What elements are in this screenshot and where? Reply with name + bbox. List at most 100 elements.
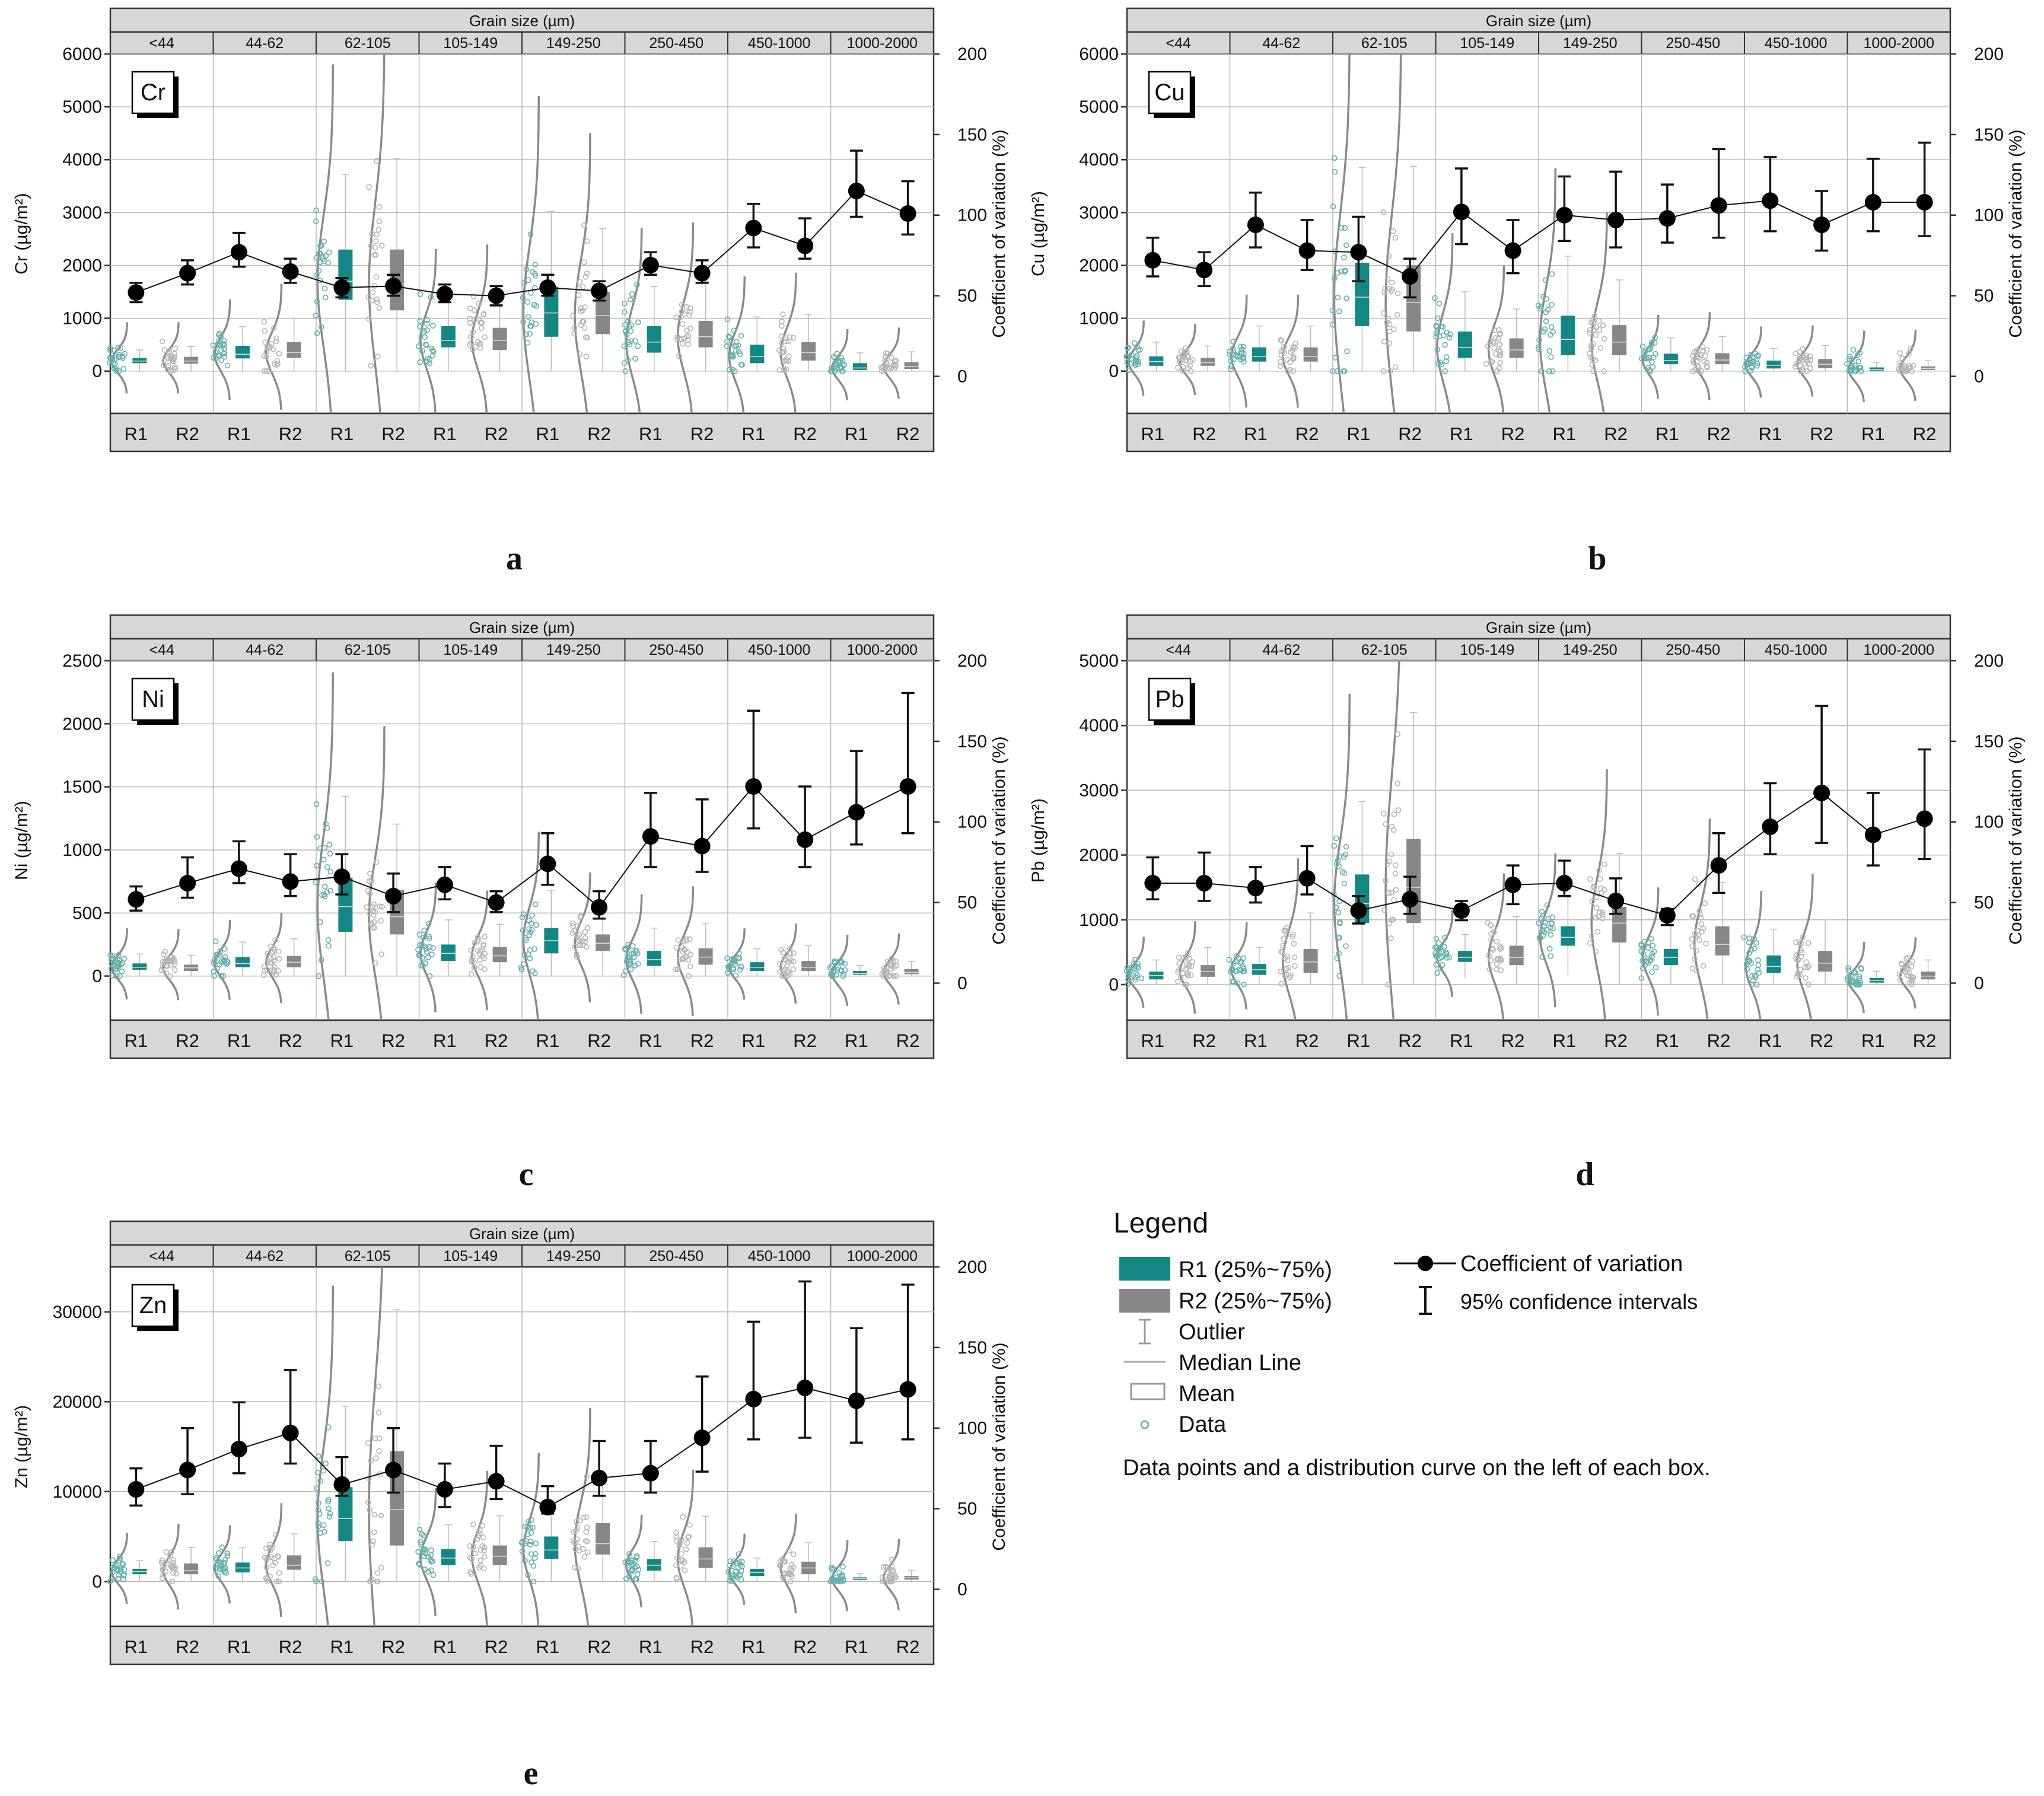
data-point	[167, 973, 173, 979]
data-point	[273, 1532, 279, 1538]
data-points	[468, 934, 488, 977]
data-point	[426, 935, 432, 941]
region-label-r1: R1	[227, 1030, 251, 1051]
data-point	[892, 358, 898, 365]
y2-tick-label: 0	[1974, 367, 1984, 386]
data-points	[1844, 965, 1864, 988]
data-point	[787, 1566, 793, 1572]
data-point	[518, 964, 524, 971]
data-point	[519, 1548, 526, 1555]
data-point	[1602, 887, 1607, 893]
data-point	[1432, 950, 1438, 956]
distribution-curve	[676, 222, 695, 414]
data-point	[634, 1571, 641, 1578]
data-point	[834, 351, 840, 357]
data-point	[468, 340, 475, 346]
data-point	[1280, 942, 1286, 949]
data-point	[213, 951, 219, 958]
data-point	[737, 967, 743, 973]
data-point	[1639, 957, 1645, 964]
distribution-curve	[1796, 873, 1814, 1021]
cv-point	[539, 1498, 556, 1515]
cv-point	[436, 1481, 453, 1498]
data-points	[158, 948, 178, 979]
data-point	[1804, 368, 1810, 374]
data-point	[1535, 344, 1542, 351]
data-point	[569, 920, 576, 926]
data-point	[160, 963, 166, 970]
data-point	[842, 960, 848, 967]
data-point	[424, 320, 430, 327]
legend-r2-swatch	[1119, 1289, 1170, 1313]
data-point	[1491, 929, 1497, 935]
data-point	[1639, 343, 1646, 349]
data-point	[530, 1524, 536, 1531]
data-point	[725, 1569, 731, 1575]
data-point	[1433, 953, 1439, 959]
y-tick-label: 1000	[62, 309, 102, 329]
data-point	[1432, 944, 1438, 951]
data-point	[580, 319, 585, 325]
data-point	[1230, 339, 1237, 345]
data-point	[584, 238, 590, 244]
data-point	[1443, 358, 1449, 364]
data-point	[581, 1554, 588, 1560]
data-point	[679, 321, 686, 327]
data-points	[312, 1424, 333, 1585]
data-point	[1852, 970, 1858, 976]
data-point	[374, 1570, 381, 1576]
r2-box	[801, 961, 816, 972]
data-point	[522, 1558, 528, 1564]
data-point	[526, 926, 532, 932]
data-point	[120, 1572, 127, 1579]
data-point	[162, 948, 168, 955]
data-point	[321, 891, 327, 897]
data-point	[889, 955, 895, 961]
data-point	[368, 1576, 375, 1582]
data-point	[366, 184, 372, 190]
data-point	[785, 338, 792, 345]
r1-box	[750, 962, 765, 972]
cv-point	[436, 285, 453, 302]
data-point	[108, 355, 114, 362]
data-point	[1645, 355, 1652, 361]
data-point	[1700, 344, 1706, 350]
data-point	[531, 302, 537, 308]
y-tick-label: 5000	[1079, 97, 1119, 117]
region-label-r1: R1	[1655, 1030, 1679, 1051]
data-point	[1175, 978, 1181, 985]
data-point	[673, 966, 679, 973]
data-point	[475, 934, 481, 941]
cv-point	[488, 894, 505, 911]
data-point	[471, 307, 477, 313]
data-point	[220, 973, 227, 979]
data-point	[1549, 368, 1556, 374]
distribution-curve	[1693, 818, 1711, 1021]
data-point	[1335, 294, 1341, 301]
data-point	[621, 360, 628, 366]
data-points	[1690, 344, 1710, 374]
y-axis-label: Zn (µg/m²)	[12, 1405, 31, 1489]
data-point	[779, 1574, 786, 1580]
cv-point	[282, 873, 299, 890]
data-point	[272, 1559, 278, 1566]
element-badge	[131, 1284, 175, 1327]
y-tick-label: 0	[92, 362, 102, 381]
data-point	[371, 919, 377, 925]
data-point	[1126, 367, 1132, 374]
r2-box	[1818, 951, 1833, 972]
data-point	[884, 958, 891, 964]
data-points	[724, 950, 744, 979]
grain-size-label: 1000-2000	[1863, 35, 1934, 52]
data-point	[1540, 294, 1546, 300]
data-point	[312, 1576, 319, 1582]
cv-point	[1196, 875, 1213, 892]
data-point	[470, 293, 477, 300]
data-point	[577, 914, 584, 921]
data-point	[1332, 355, 1338, 361]
data-point	[522, 1540, 528, 1547]
r2-box	[1715, 353, 1730, 365]
data-point	[1291, 941, 1297, 947]
data-point	[1591, 313, 1598, 319]
data-point	[1536, 935, 1543, 941]
